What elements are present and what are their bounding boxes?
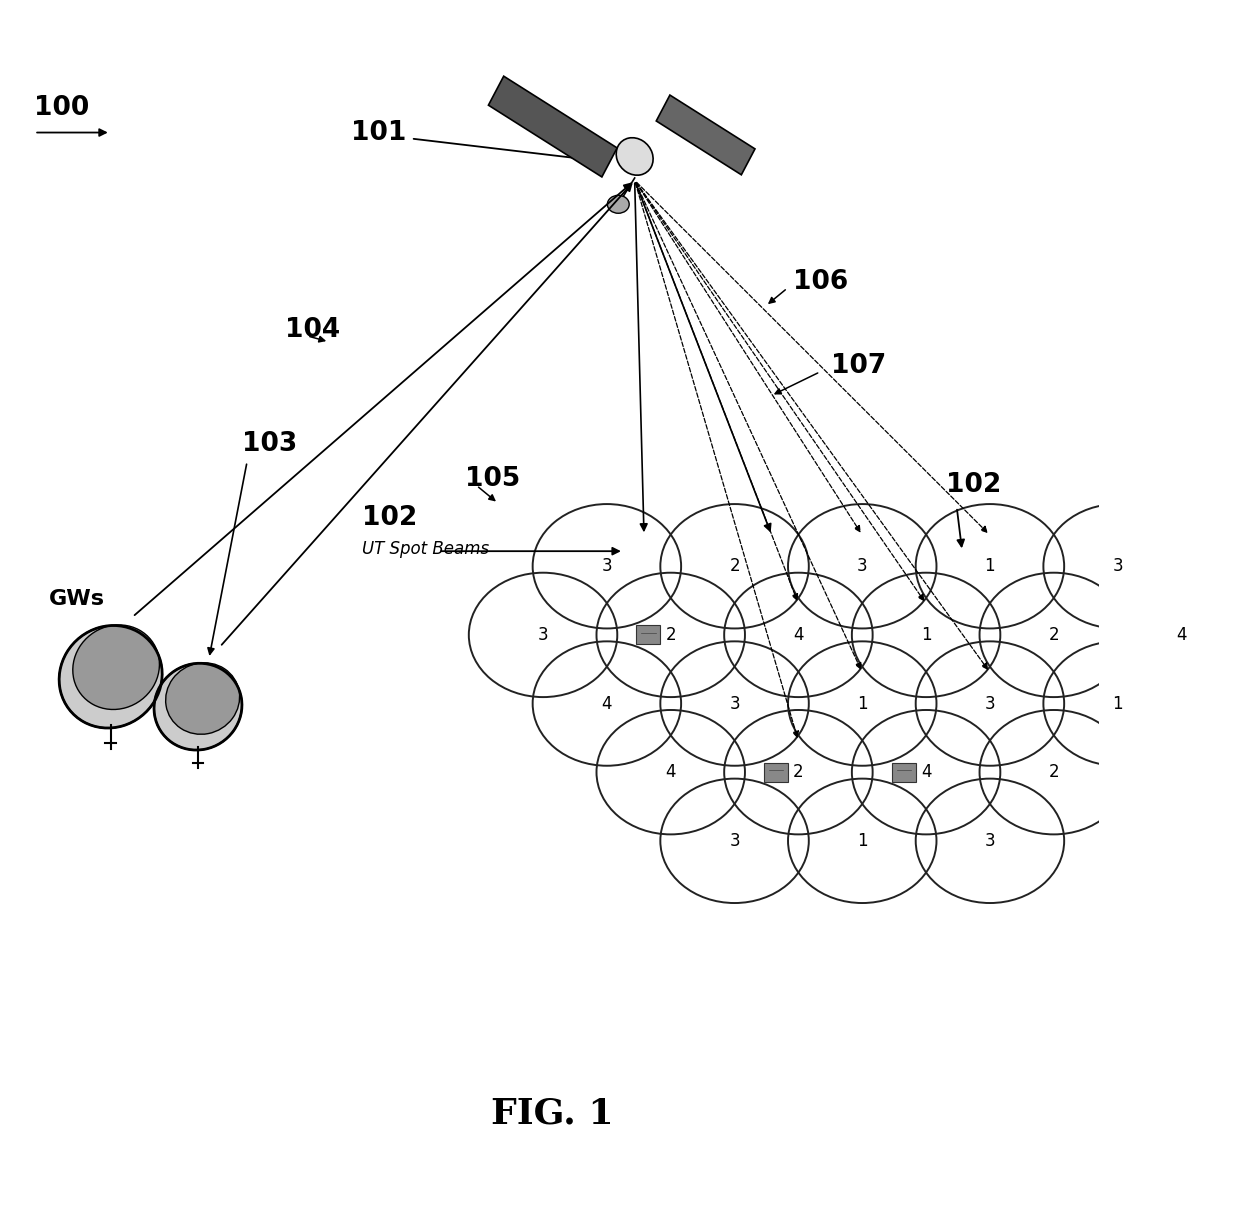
Text: 1: 1 — [921, 626, 931, 644]
Ellipse shape — [154, 663, 242, 750]
Text: 1: 1 — [1112, 695, 1123, 713]
Text: 105: 105 — [465, 466, 521, 492]
Text: 1: 1 — [857, 831, 868, 849]
Text: 102: 102 — [362, 505, 417, 531]
Text: 100: 100 — [35, 94, 89, 121]
Ellipse shape — [73, 624, 160, 709]
Ellipse shape — [608, 195, 629, 213]
Text: 4: 4 — [666, 764, 676, 782]
Bar — [1147, 626, 1172, 645]
Text: 3: 3 — [729, 831, 740, 849]
Text: 3: 3 — [601, 558, 613, 575]
Text: 3: 3 — [985, 831, 996, 849]
Text: 2: 2 — [729, 558, 740, 575]
Polygon shape — [489, 76, 618, 177]
Text: 3: 3 — [538, 626, 548, 644]
Text: 4: 4 — [794, 626, 804, 644]
Text: 106: 106 — [792, 269, 848, 295]
Ellipse shape — [60, 626, 162, 728]
Text: 3: 3 — [729, 695, 740, 713]
Text: 2: 2 — [794, 764, 804, 782]
Bar — [636, 626, 661, 645]
Text: 2: 2 — [1049, 626, 1059, 644]
Text: 3: 3 — [985, 695, 996, 713]
Text: 3: 3 — [857, 558, 868, 575]
Ellipse shape — [166, 663, 239, 734]
Text: 1: 1 — [985, 558, 996, 575]
Bar — [764, 762, 789, 782]
Text: 101: 101 — [351, 120, 407, 145]
Text: 107: 107 — [831, 353, 887, 379]
Text: 1: 1 — [857, 695, 868, 713]
Text: 4: 4 — [1177, 626, 1187, 644]
Text: 2: 2 — [1049, 764, 1059, 782]
Text: 4: 4 — [601, 695, 613, 713]
Ellipse shape — [616, 138, 653, 175]
Text: UT Spot Beams: UT Spot Beams — [362, 540, 489, 558]
Text: FIG. 1: FIG. 1 — [491, 1096, 614, 1130]
Text: 103: 103 — [242, 431, 296, 456]
Text: GWs: GWs — [48, 589, 104, 609]
Text: 102: 102 — [946, 472, 1001, 499]
Text: 4: 4 — [921, 764, 931, 782]
Text: 2: 2 — [666, 626, 676, 644]
Bar — [892, 762, 916, 782]
Text: 3: 3 — [1112, 558, 1123, 575]
Polygon shape — [656, 96, 755, 174]
Text: 104: 104 — [285, 317, 341, 342]
